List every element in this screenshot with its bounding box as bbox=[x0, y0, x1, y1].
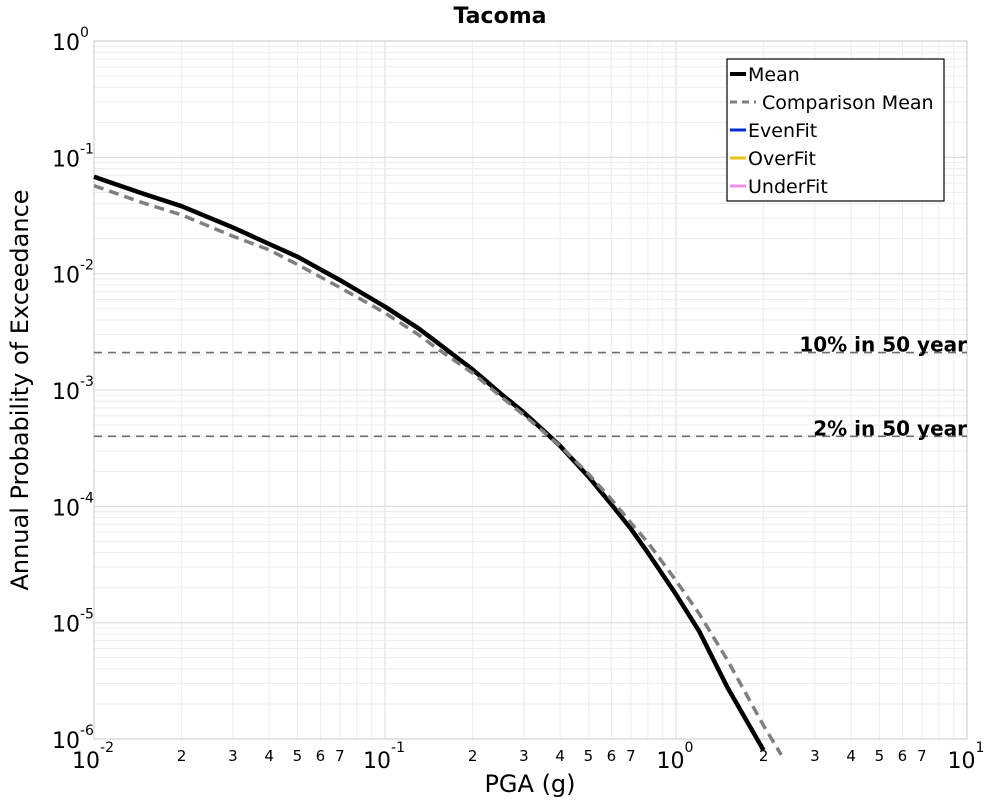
y-tick-label: 10-2 bbox=[52, 258, 94, 289]
x-minor-tick-label: 2 bbox=[177, 747, 187, 765]
x-minor-tick-label: 3 bbox=[228, 747, 238, 765]
x-tick-label: 100 bbox=[657, 740, 694, 774]
y-tick-label: 10-5 bbox=[52, 607, 94, 638]
reference-line-label: 2% in 50 year bbox=[813, 416, 967, 440]
x-minor-tick-label: 7 bbox=[626, 747, 636, 765]
x-minor-tick-label: 6 bbox=[316, 747, 326, 765]
x-minor-tick-label: 6 bbox=[607, 747, 617, 765]
series-lines bbox=[93, 174, 783, 756]
series-line-comparison-mean bbox=[93, 184, 783, 756]
y-axis-label: Annual Probability of Exceedance bbox=[6, 189, 34, 590]
x-minor-tick-label: 5 bbox=[293, 747, 303, 765]
x-minor-tick-label: 4 bbox=[264, 747, 274, 765]
x-minor-tick-label: 7 bbox=[917, 747, 927, 765]
x-minor-tick-label: 4 bbox=[846, 747, 856, 765]
y-tick-label: 10-3 bbox=[52, 374, 94, 405]
x-minor-tick-label: 3 bbox=[519, 747, 529, 765]
x-minor-tick-label: 5 bbox=[584, 747, 594, 765]
y-axis-ticks: 100 10-1 10-2 10-3 10-4 10-5 10-6 bbox=[52, 25, 94, 754]
x-minor-tick-label: 2 bbox=[468, 747, 478, 765]
legend-item-label: OverFit bbox=[748, 148, 816, 170]
y-tick-label: 10-1 bbox=[52, 141, 94, 172]
legend-item-label: Comparison Mean bbox=[762, 92, 934, 114]
legend-item-label: Mean bbox=[748, 64, 800, 86]
x-minor-tick-label: 4 bbox=[555, 747, 565, 765]
x-minor-tick-label: 7 bbox=[335, 747, 345, 765]
x-minor-tick-label: 3 bbox=[810, 747, 820, 765]
y-tick-label: 100 bbox=[52, 25, 89, 56]
x-minor-tick-label: 2 bbox=[759, 747, 769, 765]
plot-area bbox=[93, 40, 968, 740]
x-axis-label: PGA (g) bbox=[484, 770, 575, 798]
x-tick-label: 10-1 bbox=[363, 740, 405, 774]
grid bbox=[93, 40, 968, 740]
legend: Mean Comparison Mean EvenFit OverFit UnderFi… bbox=[726, 58, 945, 202]
reference-line-label: 10% in 50 year bbox=[799, 333, 967, 357]
y-tick-label: 10-4 bbox=[52, 490, 94, 521]
y-tick-label: 10-6 bbox=[52, 723, 94, 754]
reference-lines: 10% in 50 year 2% in 50 year bbox=[94, 333, 967, 440]
x-tick-label: 10-2 bbox=[72, 740, 114, 774]
x-minor-tick-label: 5 bbox=[875, 747, 885, 765]
chart-title: Tacoma bbox=[454, 4, 547, 29]
series-line-mean bbox=[93, 174, 766, 752]
x-minor-tick-label: 6 bbox=[898, 747, 908, 765]
legend-box bbox=[726, 58, 945, 202]
legend-item-label: UnderFit bbox=[748, 176, 828, 198]
legend-item-label: EvenFit bbox=[748, 120, 817, 142]
x-tick-label: 101 bbox=[948, 740, 985, 774]
